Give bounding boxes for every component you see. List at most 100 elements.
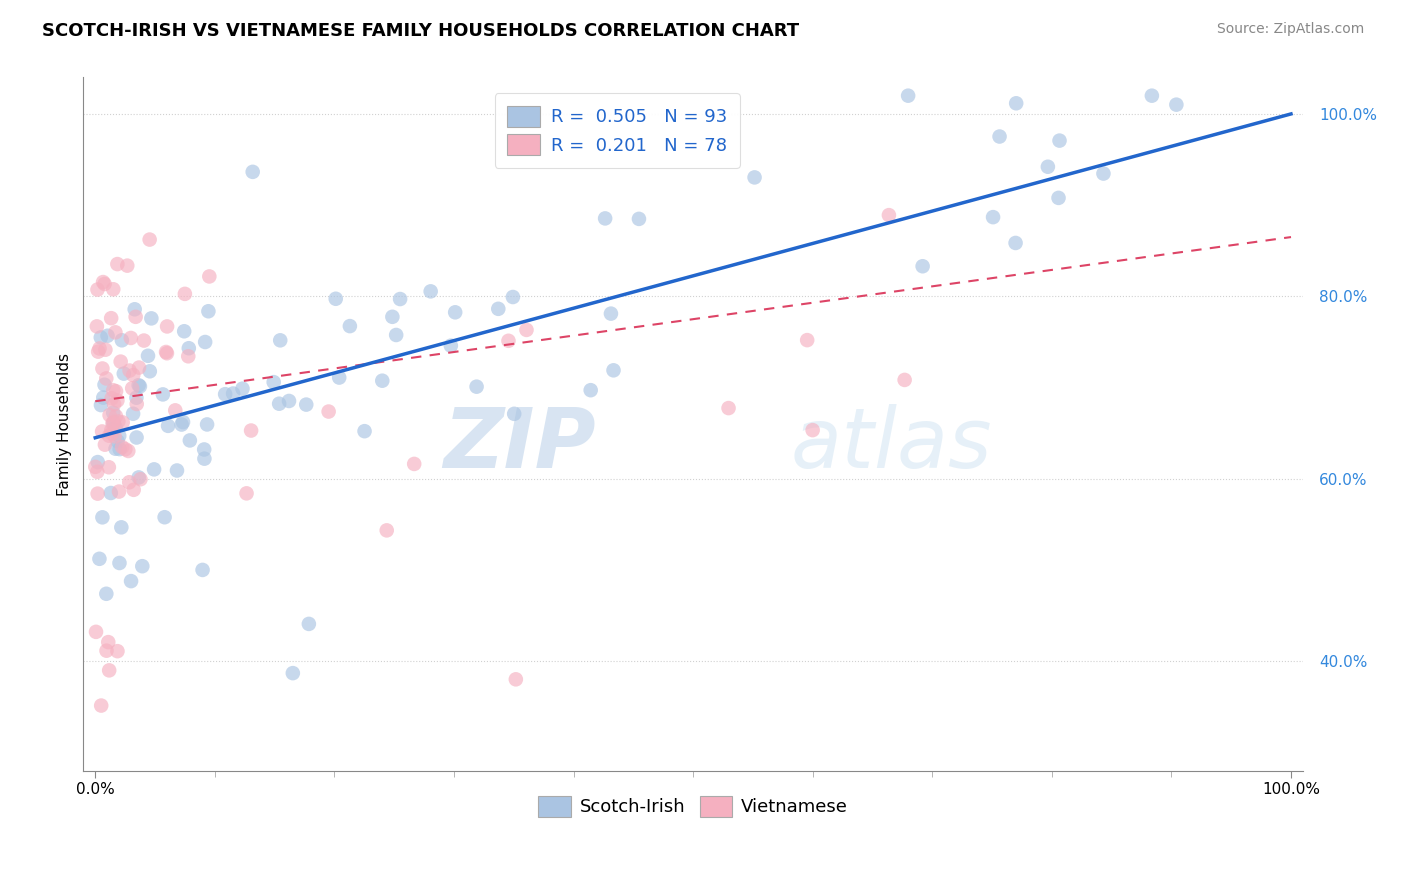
Point [717,401,740,415]
Point [87,455,110,469]
Point [235,486,257,500]
Point [166,463,188,477]
Point [515,323,537,337]
Point [112,367,135,381]
Point [1049,134,1071,148]
Point [91,391,114,405]
Point [84,624,107,639]
Point [104,442,127,456]
Point [93,377,115,392]
Point [141,311,163,326]
Point [104,420,127,434]
Point [122,407,145,421]
Point [444,305,467,319]
Point [111,440,134,454]
Point [118,363,141,377]
Point [214,387,236,401]
Point [96,643,118,657]
Point [152,387,174,401]
Point [100,423,122,437]
Point [131,559,153,574]
Point [801,423,824,437]
Point [911,259,934,273]
Text: ZIP: ZIP [443,404,596,485]
Point [197,304,219,318]
Point [156,319,179,334]
Point [1047,191,1070,205]
Point [104,326,127,340]
Point [128,470,150,484]
Point [121,381,143,395]
Point [153,510,176,524]
Point [136,349,159,363]
Point [87,344,110,359]
Point [981,210,1004,224]
Point [108,429,131,443]
Point [86,465,108,479]
Point [103,397,125,411]
Point [129,472,152,486]
Point [877,208,900,222]
Point [193,451,215,466]
Point [103,282,125,296]
Point [103,415,125,429]
Point [89,342,111,356]
Point [194,334,217,349]
Point [381,310,404,324]
Point [419,285,441,299]
Point [108,556,131,570]
Point [111,333,134,347]
Point [897,88,920,103]
Point [128,378,150,392]
Point [173,286,195,301]
Point [465,379,488,393]
Point [107,414,129,428]
Point [269,397,291,411]
Legend: Scotch-Irish, Vietnamese: Scotch-Irish, Vietnamese [531,789,855,824]
Point [124,310,146,324]
Point [125,391,148,405]
Point [1005,96,1028,111]
Point [143,462,166,476]
Point [177,341,200,355]
Point [93,277,115,291]
Text: atlas: atlas [790,404,993,485]
Point [1036,160,1059,174]
Point [156,346,179,360]
Point [339,319,361,334]
Point [105,384,128,399]
Point [298,616,321,631]
Point [191,563,214,577]
Point [325,292,347,306]
Point [125,430,148,444]
Point [84,459,107,474]
Point [124,302,146,317]
Point [1166,97,1188,112]
Point [165,403,187,417]
Point [627,211,650,226]
Point [295,398,318,412]
Point [129,379,152,393]
Point [502,290,524,304]
Point [96,587,118,601]
Point [108,442,131,456]
Point [86,486,108,500]
Point [91,425,114,439]
Point [120,331,142,345]
Point [179,434,201,448]
Point [103,417,125,431]
Point [172,415,194,429]
Point [120,574,142,588]
Point [195,417,218,432]
Point [602,363,624,377]
Text: Source: ZipAtlas.com: Source: ZipAtlas.com [1216,22,1364,37]
Point [371,374,394,388]
Point [278,394,301,409]
Point [1140,88,1163,103]
Point [96,371,118,385]
Point [125,397,148,411]
Point [242,165,264,179]
Point [97,460,120,475]
Point [114,442,136,457]
Point [893,373,915,387]
